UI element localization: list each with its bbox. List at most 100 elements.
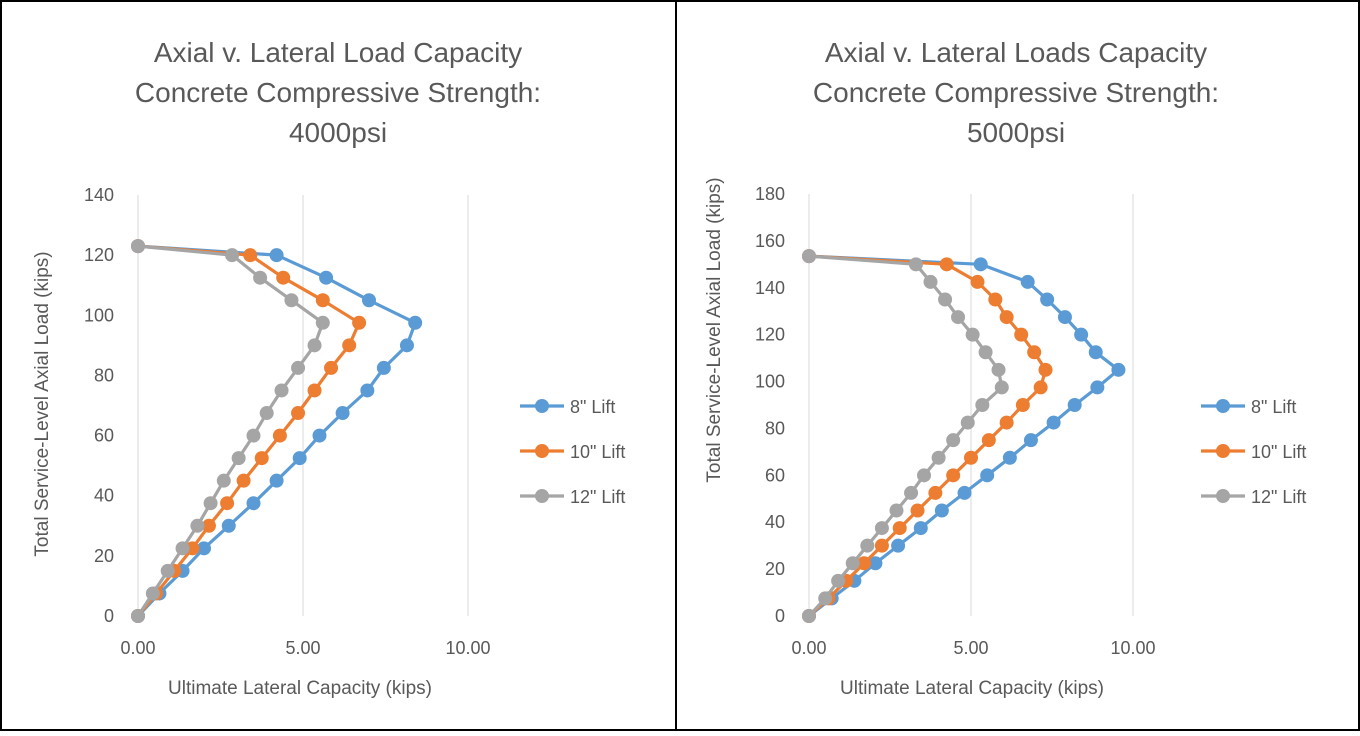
- y-tick-label: 40: [765, 512, 785, 532]
- data-point: [892, 521, 907, 536]
- data-point: [913, 521, 928, 536]
- x-axis-title: Ultimate Lateral Capacity (kips): [840, 678, 1104, 699]
- data-point: [253, 270, 268, 285]
- data-point: [1033, 380, 1048, 395]
- data-point: [1038, 362, 1053, 377]
- data-point: [934, 503, 949, 518]
- data-point: [352, 315, 367, 330]
- data-point: [994, 380, 1009, 395]
- data-point: [1015, 398, 1030, 412]
- data-point: [216, 473, 231, 488]
- chart-title-line-2: Concrete Compressive Strength:: [135, 77, 541, 108]
- y-tick-label: 80: [765, 418, 785, 438]
- data-point: [978, 345, 993, 360]
- data-point: [1002, 450, 1017, 465]
- data-point: [254, 451, 269, 466]
- y-tick-label: 0: [104, 606, 114, 626]
- data-point: [131, 609, 145, 623]
- x-tick-label: 10.00: [1110, 638, 1155, 658]
- data-point: [145, 586, 160, 601]
- data-point: [923, 274, 938, 289]
- data-point: [965, 327, 980, 342]
- x-tick-label: 5.00: [953, 638, 988, 658]
- data-point: [307, 338, 322, 353]
- data-point: [360, 383, 375, 398]
- x-tick-label: 5.00: [285, 638, 320, 658]
- data-point: [973, 257, 988, 272]
- legend-label: 8" Lift: [570, 397, 615, 417]
- data-point: [970, 274, 985, 289]
- data-point: [292, 451, 307, 466]
- y-axis-title: Total Service-Level Axial Load (kips): [32, 251, 53, 556]
- y-tick-labels: 0 20 40 60 80 100 120 140 160 180: [755, 184, 785, 626]
- data-point: [904, 485, 919, 500]
- series-layer: [802, 249, 1126, 623]
- legend-label: 10" Lift: [570, 442, 625, 462]
- data-point: [201, 518, 216, 533]
- data-point: [246, 496, 261, 511]
- y-tick-label: 120: [755, 325, 785, 345]
- data-point: [220, 496, 235, 511]
- data-point: [999, 415, 1014, 430]
- legend-marker: [535, 444, 549, 458]
- data-point: [221, 518, 236, 533]
- data-point: [910, 503, 925, 518]
- data-point: [197, 541, 211, 556]
- data-point: [988, 292, 1003, 307]
- data-point: [160, 563, 175, 578]
- series-line: [808, 254, 1121, 618]
- x-tick-label: 10.00: [445, 638, 490, 658]
- data-point: [1040, 292, 1055, 307]
- legend-marker: [1216, 399, 1230, 413]
- data-point: [284, 293, 299, 308]
- data-point: [874, 538, 889, 553]
- data-point: [376, 360, 391, 375]
- data-point: [399, 338, 414, 353]
- data-point: [999, 310, 1014, 325]
- y-tick-label: 180: [755, 184, 785, 204]
- series-line: [807, 254, 1004, 618]
- series-layer: [131, 239, 423, 623]
- data-point: [1057, 310, 1072, 325]
- data-point: [981, 433, 996, 448]
- data-point: [1046, 415, 1061, 430]
- x-tick-label: 0.00: [120, 638, 155, 658]
- legend-label: 10" Lift: [1251, 442, 1306, 462]
- legend-marker: [1216, 444, 1230, 458]
- y-tick-label: 0: [775, 606, 785, 626]
- data-point: [917, 468, 932, 483]
- chart-title-line-2: Concrete Compressive Strength:: [813, 77, 1219, 108]
- y-tick-label: 20: [94, 546, 114, 566]
- data-point: [868, 556, 883, 571]
- data-point: [931, 450, 946, 465]
- panel-frame-5000psi: [675, 0, 1360, 731]
- y-tick-label: 140: [84, 185, 114, 205]
- data-point: [1023, 433, 1038, 448]
- data-point: [928, 485, 943, 500]
- chart-title-line-3: 4000psi: [289, 117, 387, 148]
- data-point: [831, 573, 846, 588]
- data-point: [246, 428, 261, 443]
- data-point: [231, 451, 246, 466]
- data-point: [1014, 327, 1029, 342]
- chart-title-line-1: Axial v. Lateral Loads Capacity: [825, 37, 1207, 68]
- data-point: [319, 270, 334, 285]
- data-point: [957, 485, 972, 500]
- data-point: [315, 315, 330, 330]
- y-tick-label: 140: [755, 278, 785, 298]
- legend-marker: [1216, 489, 1230, 503]
- data-point: [259, 406, 274, 421]
- y-tick-label: 160: [755, 231, 785, 251]
- legend-label: 12" Lift: [1251, 487, 1306, 507]
- y-tick-label: 60: [94, 426, 114, 446]
- y-tick-label: 100: [755, 372, 785, 392]
- data-point: [951, 310, 966, 325]
- data-point: [889, 503, 904, 518]
- data-point: [276, 270, 291, 285]
- legend-marker: [535, 399, 549, 413]
- data-point: [243, 248, 258, 263]
- chart-4000psi: Axial v. Lateral Load Capacity Concrete …: [32, 37, 625, 699]
- x-tick-labels: 0.00 5.00 10.00: [120, 638, 490, 658]
- data-point: [312, 428, 327, 443]
- data-point: [185, 541, 200, 556]
